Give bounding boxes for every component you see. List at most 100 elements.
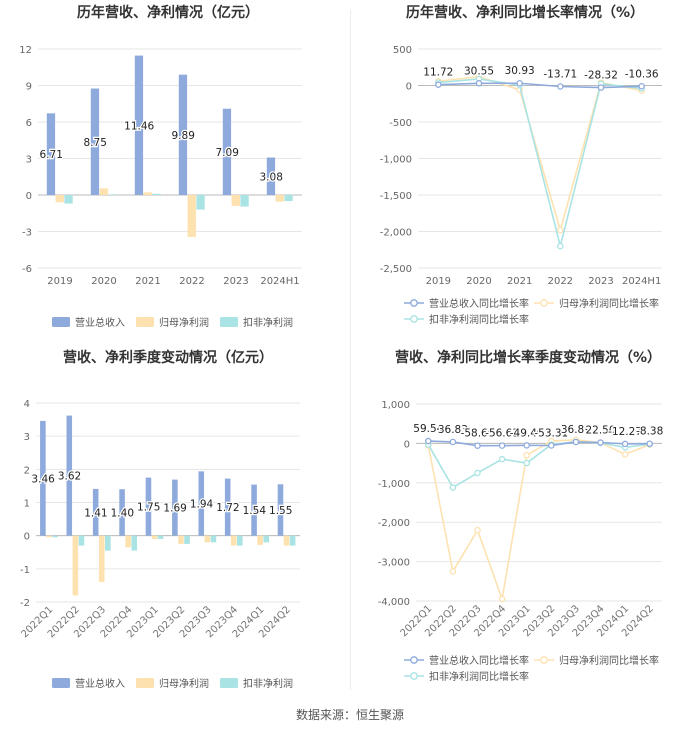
- data-label: -8.38: [636, 426, 663, 438]
- chart-title: 历年营收、净利情况（亿元）: [77, 4, 259, 21]
- bar-deducted-profit: [64, 195, 73, 204]
- bar-revenue: [46, 113, 56, 195]
- data-label: 11.72: [423, 67, 453, 79]
- y-tick-label: 0: [26, 191, 32, 202]
- bar-revenue: [92, 488, 99, 536]
- data-label: 7.09: [216, 147, 239, 159]
- y-tick-label: 3: [26, 155, 32, 166]
- bar-net-profit: [98, 535, 105, 583]
- y-tick-label: -2,000: [378, 518, 410, 529]
- y-tick-label: -1,000: [380, 155, 412, 166]
- legend-label: 扣非净利润同比增长率: [429, 670, 529, 683]
- y-tick-label: 12: [19, 45, 32, 56]
- data-label: -28.32: [584, 70, 618, 82]
- bar-revenue: [251, 484, 257, 536]
- bar-deducted-profit: [240, 195, 249, 207]
- data-label: -56.63: [485, 428, 519, 440]
- bar-net-profit: [46, 535, 52, 538]
- bar-net-profit: [178, 535, 184, 544]
- data-point: [425, 437, 432, 445]
- y-tick-label: 4: [24, 399, 30, 410]
- bar-net-profit: [283, 535, 290, 546]
- legend-swatch: [52, 678, 70, 688]
- x-tick-label: 2023: [223, 276, 248, 287]
- data-point: [449, 484, 457, 491]
- data-point: [474, 526, 481, 534]
- legend-marker: [410, 315, 418, 323]
- bar-revenue: [222, 108, 232, 195]
- legend-swatch: [136, 678, 154, 688]
- data-label: -13.71: [543, 69, 577, 81]
- bar-net-profit: [231, 195, 240, 206]
- data-label: 1.94: [190, 498, 214, 510]
- legend-marker: [540, 299, 548, 307]
- data-label: 3.62: [58, 471, 81, 483]
- data-point: [557, 83, 564, 90]
- data-label: 9.89: [172, 130, 195, 142]
- legend-marker: [540, 656, 548, 664]
- y-tick-label: -2,000: [380, 228, 412, 239]
- legend-marker: [410, 299, 418, 307]
- data-point: [621, 451, 629, 458]
- y-tick-label: 0: [24, 532, 30, 543]
- x-tick-label: 2021: [135, 276, 160, 287]
- series-line-net-profit-growth: [438, 75, 642, 233]
- data-label: 1.69: [163, 503, 186, 515]
- annual-growth-chart: 历年营收、净利同比增长率情况（%） -2,500 -2,000 -1,500 -1,00…: [350, 0, 700, 345]
- bar-deducted-profit: [289, 535, 296, 546]
- data-point: [475, 80, 483, 87]
- data-point: [557, 226, 564, 234]
- x-tick-label: 2019: [47, 276, 72, 287]
- data-label: 11.46: [124, 120, 154, 132]
- data-point: [474, 442, 481, 449]
- data-label: 36.89: [561, 424, 591, 436]
- data-point: [557, 242, 564, 250]
- legend-label: 扣非净利润同比增长率: [429, 313, 529, 326]
- y-tick-label: -500: [389, 118, 412, 129]
- chart-title: 营收、净利同比增长率季度变动情况（%）: [395, 349, 661, 366]
- y-tick-label: -1,000: [378, 479, 410, 490]
- data-label: 1.75: [137, 502, 160, 514]
- x-tick-label: 2024H1: [260, 276, 299, 287]
- quarterly-amount-chart: 营收、净利季度变动情况（亿元） -2 -1 0 1 2 3 4 2022Q1 2022Q2 2022…: [0, 345, 350, 700]
- data-label: -12.27: [608, 426, 642, 438]
- x-tick-label: 2023: [588, 276, 613, 287]
- data-point: [498, 442, 506, 449]
- data-label: -49.40: [510, 427, 544, 439]
- data-point: [572, 438, 580, 446]
- bar-deducted-profit: [284, 195, 293, 202]
- bar-revenue: [40, 420, 46, 536]
- data-label: 3.46: [31, 473, 55, 485]
- chart-title: 历年营收、净利同比增长率情况（%）: [406, 4, 644, 21]
- bar-net-profit: [204, 535, 211, 543]
- data-label: 30.93: [505, 65, 535, 77]
- data-point: [435, 81, 442, 88]
- data-label: 3.08: [260, 171, 283, 183]
- bar-revenue: [90, 88, 100, 195]
- legend-swatch: [220, 317, 238, 327]
- bar-net-profit: [257, 535, 263, 545]
- data-point: [516, 79, 523, 87]
- x-tick-label: 2020: [466, 276, 491, 287]
- y-tick-label: 0: [404, 439, 410, 450]
- legend-label: 归母净利润: [159, 677, 209, 690]
- bar-deducted-profit: [210, 535, 217, 543]
- bar-deducted-profit: [78, 535, 85, 546]
- legend-label: 归母净利润: [159, 316, 209, 329]
- legend-label: 营业总收入同比增长率: [429, 654, 529, 667]
- bar-net-profit: [230, 535, 237, 546]
- legend-label: 归母净利润同比增长率: [559, 654, 659, 667]
- data-label: 59.54: [413, 423, 443, 435]
- bar-deducted-profit: [196, 195, 205, 210]
- y-tick-label: 0: [406, 82, 412, 93]
- data-point: [449, 438, 457, 446]
- y-tick-label: 1,000: [381, 400, 410, 411]
- data-label: 36.83: [438, 424, 468, 436]
- legend-label: 归母净利润同比增长率: [559, 297, 659, 310]
- data-label: -10.36: [625, 68, 659, 80]
- legend-marker: [410, 656, 418, 664]
- bar-revenue: [277, 484, 284, 536]
- bar-deducted-profit: [105, 535, 111, 551]
- bar-net-profit: [143, 192, 152, 195]
- y-tick-label: -2: [20, 598, 30, 609]
